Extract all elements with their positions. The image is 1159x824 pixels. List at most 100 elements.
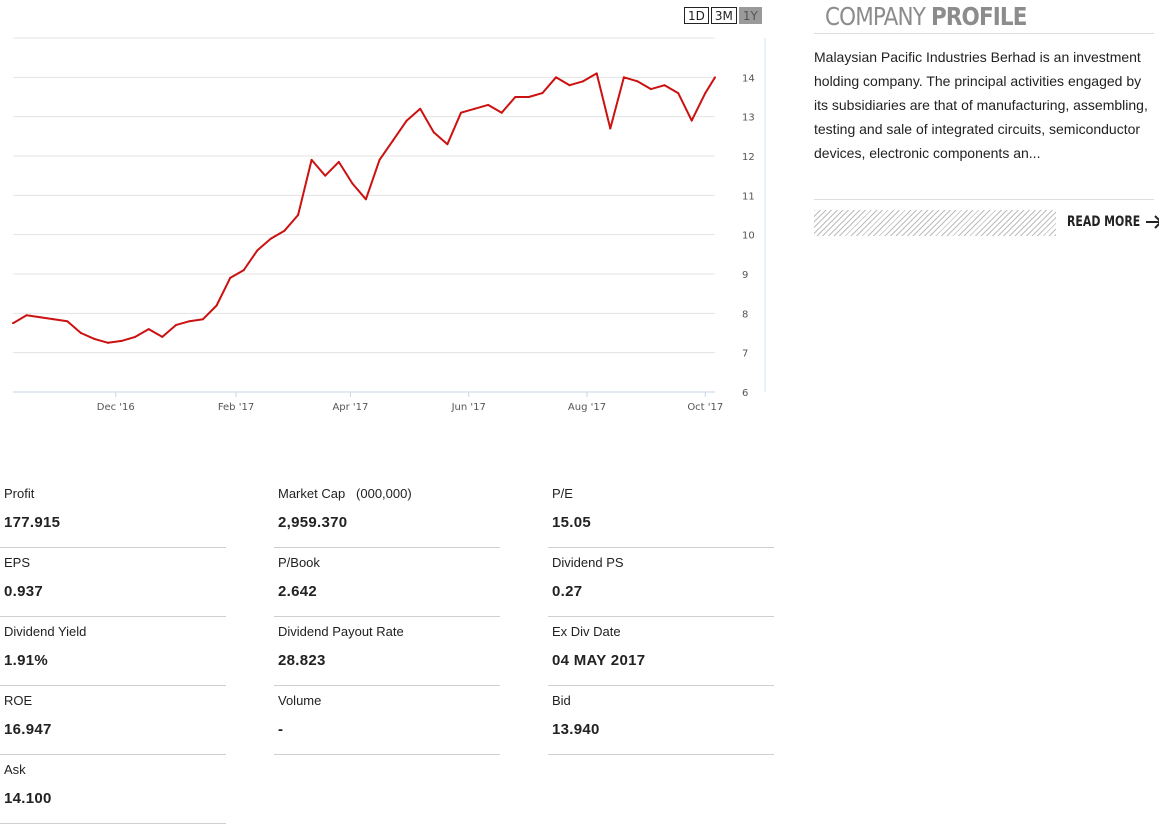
stat-dividend-ps: Dividend PS 0.27 [548, 547, 774, 617]
price-point [79, 332, 82, 334]
price-point [215, 304, 218, 307]
price-point [446, 143, 449, 146]
price-point [229, 276, 232, 279]
stat-label: Market Cap (000,000) [278, 486, 412, 501]
profile-divider-bottom [814, 199, 1154, 200]
stat-label: Volume [278, 693, 322, 708]
stat-label: Ask [4, 762, 26, 777]
stat-value: - [278, 721, 284, 738]
hatch-pattern [814, 210, 1056, 236]
stat-ask: Ask 14.100 [0, 754, 226, 824]
price-chart: 6 7 8 9 10 11 12 13 14 Dec '16 Feb '17 Apr '17 Jun '… [12, 37, 766, 413]
y-tick-label: 7 [742, 349, 748, 360]
price-point [12, 322, 14, 325]
price-point [188, 320, 191, 323]
profile-heading-light: COMPANY [825, 2, 931, 31]
price-point [514, 96, 517, 98]
price-point [161, 335, 164, 338]
price-point [39, 316, 42, 319]
stat-bid: Bid 13.940 [548, 685, 774, 755]
y-tick-label: 8 [742, 309, 748, 320]
stat-value: 177.915 [4, 514, 61, 531]
price-point [554, 76, 557, 79]
price-point [392, 139, 395, 142]
y-tick-label: 13 [742, 113, 755, 124]
y-tick-label: 9 [742, 270, 748, 281]
price-point [609, 127, 612, 130]
price-point [500, 111, 503, 114]
price-point [650, 88, 653, 91]
price-point [324, 174, 327, 177]
stat-value: 15.05 [552, 514, 592, 531]
stat-value: 14.100 [4, 790, 52, 807]
price-point [134, 335, 137, 338]
price-point [378, 158, 381, 161]
price-point [487, 103, 490, 106]
stat-ex-div-date: Ex Div Date 04 MAY 2017 [548, 616, 774, 686]
price-point [432, 131, 435, 134]
price-point [66, 320, 69, 323]
price-point [419, 107, 422, 110]
stat-dividend-payout-rate: Dividend Payout Rate 28.823 [274, 616, 500, 686]
price-point [405, 119, 408, 122]
price-point [52, 318, 55, 321]
profile-heading: COMPANY PROFILE [825, 2, 1027, 31]
stat-label: Dividend Payout Rate [278, 624, 404, 639]
range-tab-3m[interactable]: 3M [710, 7, 737, 24]
stat-market-cap: Market Cap (000,000) 2,959.370 [274, 478, 500, 548]
stat-label: Bid [552, 693, 571, 708]
price-point [704, 92, 707, 95]
stat-label: P/Book [278, 555, 320, 570]
stat-value: 2.642 [278, 583, 318, 600]
y-tick-label: 10 [742, 231, 755, 242]
price-point [364, 198, 367, 201]
price-point [269, 237, 272, 240]
stat-value: 2,959.370 [278, 514, 348, 531]
stat-value: 04 MAY 2017 [552, 652, 646, 669]
y-tick-label: 14 [742, 73, 755, 84]
price-point [541, 92, 544, 95]
price-point [256, 249, 259, 252]
stat-label: P/E [552, 486, 573, 501]
stat-value: 16.947 [4, 721, 52, 738]
read-more-label: READ MORE [1067, 214, 1141, 230]
price-point [622, 76, 625, 79]
price-point [337, 160, 340, 163]
price-point [120, 339, 123, 342]
price-series-line [12, 72, 716, 344]
range-tab-1d[interactable]: 1D [684, 7, 709, 24]
x-tick-label: Apr '17 [332, 402, 368, 413]
price-point [202, 318, 205, 321]
profile-description: Malaysian Pacific Industries Berhad is a… [814, 49, 1148, 161]
stat-label: EPS [4, 555, 31, 570]
price-point [174, 324, 177, 327]
price-point [582, 80, 585, 83]
price-point [663, 84, 666, 87]
price-point [568, 84, 571, 87]
x-tick-label: Oct '17 [687, 402, 723, 413]
stat-value: 0.937 [4, 583, 44, 600]
price-point [636, 80, 639, 83]
price-point [527, 96, 530, 98]
stat-value: 0.27 [552, 583, 583, 600]
stat-profit: Profit 177.915 [0, 478, 226, 548]
stat-eps: EPS 0.937 [0, 547, 226, 617]
x-tick-label: Feb '17 [218, 402, 254, 413]
profile-heading-bold: PROFILE [930, 2, 1028, 31]
arrow-right-icon [1146, 215, 1159, 229]
x-tick-label: Jun '17 [451, 402, 486, 413]
stat-roe: ROE 16.947 [0, 685, 226, 755]
stat-dividend-yield: Dividend Yield 1.91% [0, 616, 226, 686]
x-tick-label: Aug '17 [568, 402, 606, 413]
read-more-link[interactable]: READ MORE [1067, 214, 1159, 230]
price-point [147, 328, 150, 331]
stat-p-book: P/Book 2.642 [274, 547, 500, 617]
stat-label: ROE [4, 693, 33, 708]
range-tab-1y[interactable]: 1Y [738, 7, 762, 24]
stat-volume: Volume - [274, 685, 500, 755]
stat-label: Dividend PS [552, 555, 624, 570]
profile-divider-top [814, 33, 1154, 34]
price-point [297, 214, 300, 216]
price-point [714, 76, 716, 79]
stat-label: Profit [4, 486, 35, 501]
